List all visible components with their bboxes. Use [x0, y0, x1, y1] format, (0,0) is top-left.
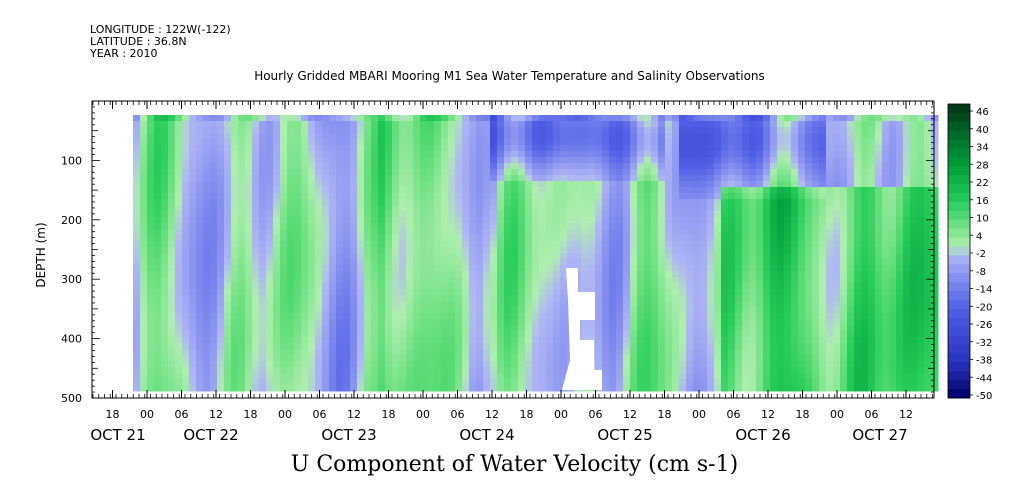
- x-hour-tick-label: 00: [554, 408, 568, 421]
- x-hour-tick-label: 00: [692, 408, 706, 421]
- colorbar-label: 34: [976, 143, 989, 154]
- colorbar-swatch: [948, 273, 970, 283]
- colorbar-swatch: [948, 380, 970, 390]
- x-hour-tick-label: 06: [589, 408, 603, 421]
- missing-data-gap: [562, 268, 602, 390]
- colorbar-swatch: [948, 317, 970, 328]
- colorbar-swatch: [948, 389, 970, 399]
- x-date-label: OCT 21: [90, 426, 145, 444]
- colorbar-swatch: [948, 291, 970, 301]
- x-hour-tick-label: 18: [106, 408, 120, 421]
- colorbar-swatch: [948, 308, 970, 319]
- colorbar-swatch: [948, 157, 970, 167]
- colorbar-swatch: [948, 344, 970, 354]
- x-hour-tick-label: 00: [140, 408, 154, 421]
- colorbar-swatch: [948, 335, 970, 345]
- colorbar-swatch: [948, 148, 970, 158]
- y-tick-label: 100: [61, 154, 82, 167]
- x-date-label: OCT 24: [459, 426, 514, 444]
- y-axis: [92, 100, 934, 399]
- colorbar-label: 4: [976, 231, 982, 242]
- x-date-label: OCT 23: [321, 426, 376, 444]
- x-hour-tick-label: 18: [520, 408, 534, 421]
- colorbar-swatch: [948, 193, 970, 203]
- x-hour-tick-label: 12: [899, 408, 913, 421]
- colorbar-swatch: [948, 371, 970, 381]
- x-minor-ticks: [92, 101, 933, 398]
- colorbar-label: 28: [976, 160, 989, 171]
- heatmap-cells: [133, 115, 939, 392]
- colorbar-label: 22: [976, 178, 989, 189]
- colorbar-swatch: [948, 184, 970, 194]
- colorbar-swatch: [948, 104, 970, 114]
- x-hour-tick-label: 00: [278, 408, 292, 421]
- colorbar-label: -2: [976, 249, 986, 260]
- x-date-label: OCT 27: [852, 426, 907, 444]
- y-tick-label: 400: [61, 333, 82, 346]
- colorbar-label: 10: [976, 214, 989, 225]
- colorbar-label: -44: [976, 373, 992, 384]
- colorbar-label: -26: [976, 320, 992, 331]
- colorbar-label: -8: [976, 267, 986, 278]
- x-date-label: OCT 22: [183, 426, 238, 444]
- colorbar-swatch: [948, 130, 970, 141]
- colorbar-swatch: [948, 282, 970, 292]
- x-hour-tick-label: 18: [796, 408, 810, 421]
- x-hour-tick-label: 00: [416, 408, 430, 421]
- x-date-label: OCT 26: [735, 426, 790, 444]
- x-hour-tick-label: 18: [382, 408, 396, 421]
- x-hour-tick-label: 06: [313, 408, 327, 421]
- chart-title: Hourly Gridded MBARI Mooring M1 Sea Wate…: [254, 69, 765, 83]
- colorbar-swatch: [948, 353, 970, 363]
- colorbar-swatch: [948, 300, 970, 310]
- colorbar-swatch: [948, 202, 970, 212]
- colorbar-swatch: [948, 121, 970, 132]
- x-hour-tick-label: 12: [761, 408, 775, 421]
- y-axis-title: DEPTH (m): [34, 222, 48, 287]
- latitude-label: LATITUDE : 36.8N: [90, 35, 187, 48]
- y-tick-label: 200: [61, 214, 82, 227]
- colorbar-swatch: [948, 139, 970, 149]
- colorbar-label: -32: [976, 338, 992, 349]
- colorbar-label: -50: [976, 391, 992, 402]
- colorbar-swatch: [948, 264, 970, 274]
- colorbar-label: 16: [976, 196, 989, 207]
- colorbar-label: -20: [976, 302, 992, 313]
- y-tick-label: 300: [61, 273, 82, 286]
- x-hour-tick-label: 00: [830, 408, 844, 421]
- x-hour-tick-label: 06: [865, 408, 879, 421]
- x-hour-tick-label: 12: [485, 408, 499, 421]
- y-tick-label: 500: [61, 392, 82, 405]
- colorbar-swatch: [948, 210, 970, 221]
- colorbar-swatch: [948, 255, 970, 265]
- x-axis-title: U Component of Water Velocity (cm s-1): [290, 452, 739, 477]
- colorbar-label: -14: [976, 285, 992, 296]
- colorbar-swatch: [948, 175, 970, 185]
- longitude-label: LONGITUDE : 122W(-122): [90, 23, 231, 36]
- colorbar-swatch: [948, 362, 970, 372]
- colorbar-label: 46: [976, 107, 989, 118]
- x-hour-tick-label: 18: [658, 408, 672, 421]
- colorbar-swatch: [948, 219, 970, 230]
- x-hour-tick-label: 12: [347, 408, 361, 421]
- x-hour-tick-label: 06: [451, 408, 465, 421]
- colorbar-swatch: [948, 237, 970, 247]
- x-hour-tick-label: 18: [244, 408, 258, 421]
- colorbar-label: -38: [976, 356, 992, 367]
- x-hour-tick-label: 12: [209, 408, 223, 421]
- x-date-label: OCT 25: [597, 426, 652, 444]
- colorbar-swatch: [948, 246, 970, 256]
- colorbar-label: 40: [976, 125, 989, 136]
- colorbar: 46 40 34 28 22 16 10 4 -2 -8 -14 -20 -26 -32 -38 -44 -50: [947, 103, 992, 402]
- colorbar-swatch: [948, 326, 970, 337]
- colorbar-swatch: [948, 112, 970, 123]
- colorbar-swatch: [948, 228, 970, 239]
- colorbar-swatch: [948, 166, 970, 176]
- x-hour-tick-label: 06: [727, 408, 741, 421]
- year-label: YEAR : 2010: [90, 47, 158, 60]
- x-hour-tick-label: 12: [623, 408, 637, 421]
- x-hour-tick-label: 06: [175, 408, 189, 421]
